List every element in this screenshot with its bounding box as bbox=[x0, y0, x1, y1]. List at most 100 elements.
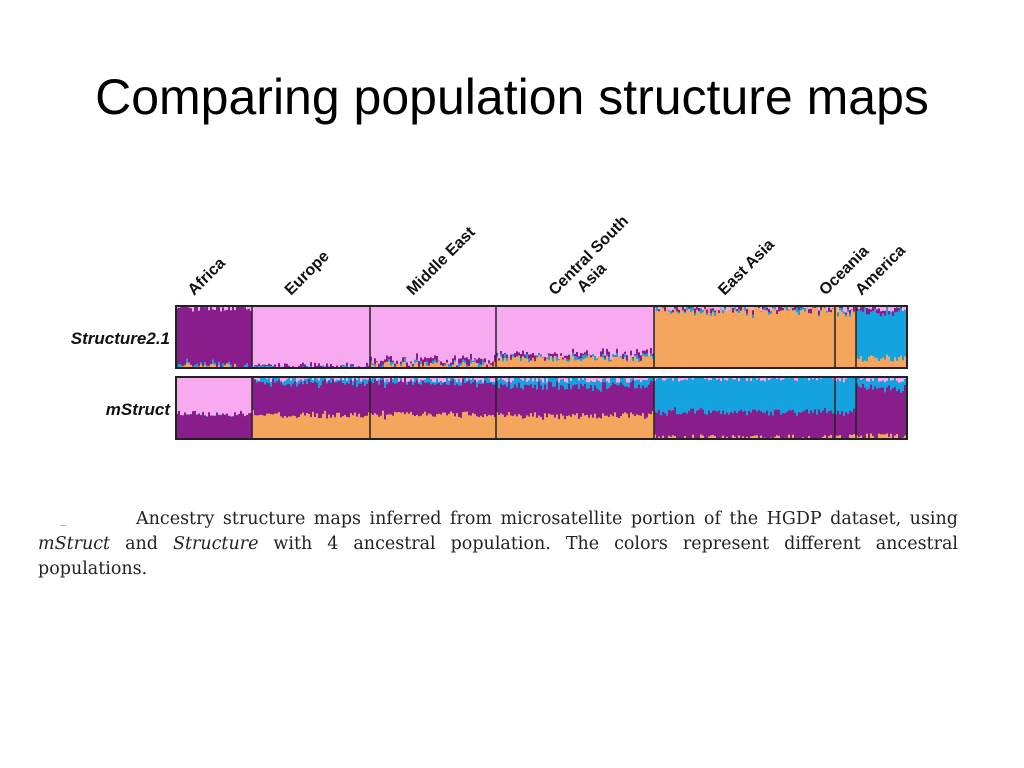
ancestry-segment bbox=[336, 412, 339, 440]
ancestry-segment bbox=[764, 377, 767, 382]
ancestry-segment bbox=[630, 382, 633, 413]
ancestry-segment bbox=[608, 377, 611, 384]
ancestry-segment bbox=[504, 417, 507, 440]
ancestry-segment bbox=[568, 415, 571, 440]
ancestry-segment bbox=[418, 384, 421, 417]
ancestry-segment bbox=[520, 353, 523, 359]
ancestry-segment bbox=[406, 377, 409, 383]
ancestry-segment bbox=[342, 380, 345, 384]
ancestry-segment bbox=[502, 379, 505, 386]
ancestry-segment bbox=[835, 377, 838, 382]
ancestry-segment bbox=[492, 361, 495, 367]
ancestry-segment bbox=[792, 377, 795, 411]
ancestry-segment bbox=[368, 381, 371, 413]
ancestry-segment bbox=[392, 379, 395, 383]
ancestry-segment bbox=[494, 306, 497, 356]
ancestry-segment bbox=[444, 377, 447, 383]
ancestry-segment bbox=[622, 359, 625, 369]
ancestry-segment bbox=[839, 307, 842, 311]
ancestry-segment bbox=[702, 312, 705, 369]
ancestry-segment bbox=[814, 306, 817, 309]
ancestry-segment bbox=[841, 377, 844, 412]
ancestry-segment bbox=[638, 352, 641, 359]
ancestry-segment bbox=[602, 357, 605, 369]
ancestry-segment bbox=[578, 356, 581, 359]
ancestry-segment bbox=[184, 377, 187, 413]
ancestry-segment bbox=[502, 377, 505, 381]
ancestry-segment bbox=[202, 412, 205, 440]
ancestry-segment bbox=[704, 377, 707, 380]
ancestry-segment bbox=[208, 365, 211, 367]
ancestry-segment bbox=[832, 308, 835, 309]
ancestry-segment bbox=[720, 377, 723, 382]
ancestry-segment bbox=[322, 380, 325, 415]
ancestry-segment bbox=[410, 378, 413, 382]
ancestry-segment bbox=[706, 312, 709, 316]
ancestry-segment bbox=[300, 377, 303, 380]
ancestry-segment bbox=[702, 377, 705, 411]
ancestry-segment bbox=[260, 365, 263, 367]
ancestry-segment bbox=[250, 412, 253, 440]
ancestry-segment bbox=[714, 310, 717, 313]
ancestry-segment bbox=[534, 355, 537, 362]
ancestry-segment bbox=[666, 378, 669, 417]
ancestry-segment bbox=[856, 383, 859, 436]
ancestry-segment bbox=[376, 380, 379, 415]
ancestry-segment bbox=[480, 379, 483, 385]
ancestry-segment bbox=[882, 434, 885, 440]
ancestry-segment bbox=[396, 377, 399, 384]
ancestry-segment bbox=[462, 359, 465, 363]
ancestry-segment bbox=[372, 306, 375, 365]
ancestry-segment bbox=[712, 410, 715, 436]
ancestry-segment bbox=[798, 314, 801, 369]
ancestry-segment bbox=[884, 392, 887, 435]
ancestry-segment bbox=[642, 353, 645, 357]
ancestry-segment bbox=[342, 365, 345, 368]
row-label-mstruct: mStruct bbox=[106, 400, 172, 419]
ancestry-segment bbox=[634, 416, 637, 440]
ancestry-segment bbox=[544, 384, 547, 414]
ancestry-segment bbox=[696, 410, 699, 440]
ancestry-segment bbox=[314, 306, 317, 364]
ancestry-segment bbox=[434, 355, 437, 360]
ancestry-segment bbox=[350, 377, 353, 381]
ancestry-segment bbox=[896, 377, 899, 382]
ancestry-segment bbox=[837, 378, 840, 412]
ancestry-segment bbox=[230, 310, 233, 365]
ancestry-segment bbox=[396, 360, 399, 365]
ancestry-segment bbox=[272, 306, 275, 367]
ancestry-segment bbox=[586, 382, 589, 390]
ancestry-segment bbox=[420, 379, 423, 385]
ancestry-segment bbox=[444, 306, 447, 364]
ancestry-segment bbox=[902, 391, 905, 438]
ancestry-segment bbox=[794, 309, 797, 311]
ancestry-segment bbox=[726, 311, 729, 369]
ancestry-segment bbox=[454, 355, 457, 361]
ancestry-segment bbox=[218, 414, 221, 416]
ancestry-segment bbox=[362, 417, 365, 440]
ancestry-segment bbox=[480, 306, 483, 360]
ancestry-segment bbox=[254, 366, 257, 368]
ancestry-segment bbox=[546, 377, 549, 383]
ancestry-segment bbox=[612, 382, 615, 417]
ancestry-segment bbox=[254, 415, 257, 440]
ancestry-segment bbox=[504, 358, 507, 369]
ancestry-segment bbox=[658, 436, 661, 440]
ancestry-segment bbox=[178, 410, 181, 440]
ancestry-segment bbox=[468, 359, 471, 367]
ancestry-segment bbox=[524, 358, 527, 369]
ancestry-segment bbox=[684, 436, 687, 440]
ancestry-segment bbox=[204, 307, 207, 363]
ancestry-segment bbox=[528, 358, 531, 363]
ancestry-segment bbox=[562, 357, 565, 360]
ancestry-segment bbox=[432, 306, 435, 359]
ancestry-segment bbox=[898, 377, 901, 384]
ancestry-segment bbox=[362, 382, 365, 418]
ancestry-segment bbox=[330, 382, 333, 419]
ancestry-segment bbox=[366, 306, 369, 364]
ancestry-segment bbox=[684, 306, 687, 310]
ancestry-segment bbox=[398, 306, 401, 364]
ancestry-segment bbox=[450, 377, 453, 382]
ancestry-segment bbox=[486, 383, 489, 417]
ancestry-segment bbox=[358, 413, 361, 440]
